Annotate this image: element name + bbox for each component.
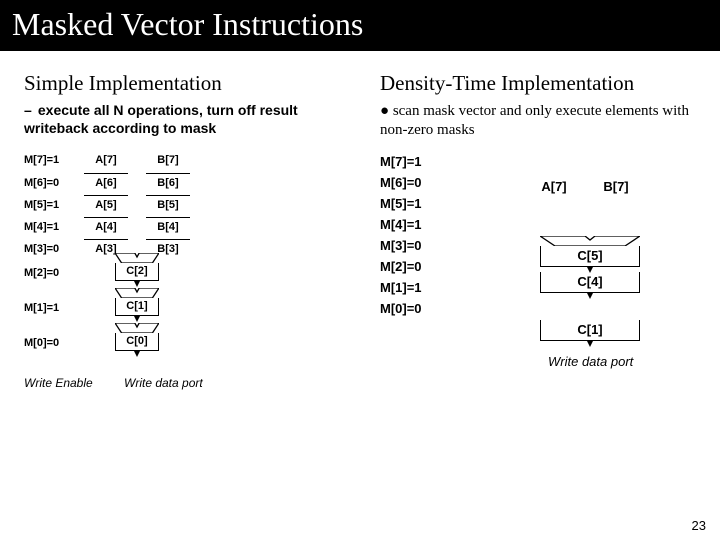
title-bar: Masked Vector Instructions xyxy=(0,0,720,51)
funnel-icon xyxy=(540,236,640,246)
write-port-label: Write data port xyxy=(124,376,203,390)
lane-row: M[3]=0A[3]B[3] xyxy=(24,239,190,258)
mask-label: M[2]=0 xyxy=(24,267,59,279)
dense-heading: Density-Time Implementation xyxy=(380,71,710,96)
lane-row: M[4]=1A[4] B[4] xyxy=(24,217,190,236)
mask-label: M[5]=1 xyxy=(24,199,84,211)
mask-label: M[3]=0 xyxy=(24,243,84,255)
lane-row: M[5]=1A[5] B[5] xyxy=(24,195,190,214)
a-cell: A[4] xyxy=(84,217,128,236)
simple-footer: Write EnableWrite data port xyxy=(24,376,203,390)
simple-heading: Simple Implementation xyxy=(24,71,364,96)
b-cell: B[6] xyxy=(146,173,190,192)
b-cell: B[4] xyxy=(146,217,190,236)
spout-icon xyxy=(587,293,593,299)
b-cell: B[5] xyxy=(146,195,190,214)
c-result: C[1] xyxy=(540,320,640,341)
mask-label: M[0]=0 xyxy=(380,301,422,316)
write-enable-label: Write Enable xyxy=(24,376,124,390)
mask-label: M[6]=0 xyxy=(380,175,422,190)
lane-row: M[6]=0A[6] B[6] xyxy=(24,173,190,192)
alu-icon: C[1] xyxy=(115,288,159,322)
mask-label: M[4]=1 xyxy=(24,221,84,233)
simple-column: Simple Implementation – execute all N op… xyxy=(24,71,364,481)
c-result: C[5] xyxy=(540,246,640,267)
mask-label: M[1]=1 xyxy=(24,302,59,314)
c-result: C[4] xyxy=(540,272,640,293)
b-cell: B[7] xyxy=(146,151,190,169)
a-cell: A[5] xyxy=(84,195,128,214)
funnel-icon xyxy=(115,288,159,298)
write-port-label: Write data port xyxy=(548,354,633,369)
c-stage: C[1] xyxy=(540,320,640,347)
c-stage: C[4] xyxy=(540,272,640,299)
alu-icon: C[2] xyxy=(115,253,159,287)
content-area: Simple Implementation – execute all N op… xyxy=(0,51,720,541)
a-cell: A[7] xyxy=(530,176,578,197)
funnel-icon xyxy=(115,253,159,263)
alu-icon: C[0] xyxy=(115,323,159,357)
ab-heads: A[7] B[7] xyxy=(530,176,640,197)
alu-icon xyxy=(540,236,640,246)
slide-title: Masked Vector Instructions xyxy=(12,6,363,42)
b-cell: B[7] xyxy=(592,176,640,197)
dense-diagram: M[7]=1 M[6]=0 M[5]=1 M[4]=1 M[3]=0 M[2]=0 M[1]… xyxy=(380,154,710,454)
c-stage: C[5] xyxy=(540,246,640,273)
a-cell: A[7] xyxy=(84,151,128,169)
mask-label: M[5]=1 xyxy=(380,196,422,211)
dash-bullet-icon: – xyxy=(24,102,34,120)
c-result: C[2] xyxy=(115,263,159,281)
mask-label: M[3]=0 xyxy=(380,238,422,253)
simple-desc: – execute all N operations, turn off res… xyxy=(24,102,364,137)
mask-label: M[7]=1 xyxy=(24,154,84,166)
mask-label: M[0]=0 xyxy=(24,337,59,349)
spout-icon xyxy=(134,281,140,287)
c-result: C[0] xyxy=(115,333,159,351)
c-result: C[1] xyxy=(115,298,159,316)
mask-label: M[4]=1 xyxy=(380,217,422,232)
dense-column: Density-Time Implementation ● scan mask … xyxy=(380,71,710,454)
spout-icon xyxy=(134,316,140,322)
mask-label: M[2]=0 xyxy=(380,259,422,274)
mask-label: M[6]=0 xyxy=(24,177,84,189)
simple-diagram: M[7]=1A[7] B[7] M[6]=0A[6] B[6] M[5]=1A[5] B[… xyxy=(24,151,364,481)
mask-label: M[7]=1 xyxy=(380,154,422,169)
funnel-icon xyxy=(115,323,159,333)
mask-label: M[1]=1 xyxy=(380,280,422,295)
spout-icon xyxy=(587,341,593,347)
lane-row: M[7]=1A[7] B[7] xyxy=(24,151,190,169)
disc-bullet-icon: ● xyxy=(380,103,389,119)
spout-icon xyxy=(134,351,140,357)
page-number: 23 xyxy=(692,518,706,533)
a-cell: A[6] xyxy=(84,173,128,192)
dense-desc: ● scan mask vector and only execute elem… xyxy=(380,102,710,140)
